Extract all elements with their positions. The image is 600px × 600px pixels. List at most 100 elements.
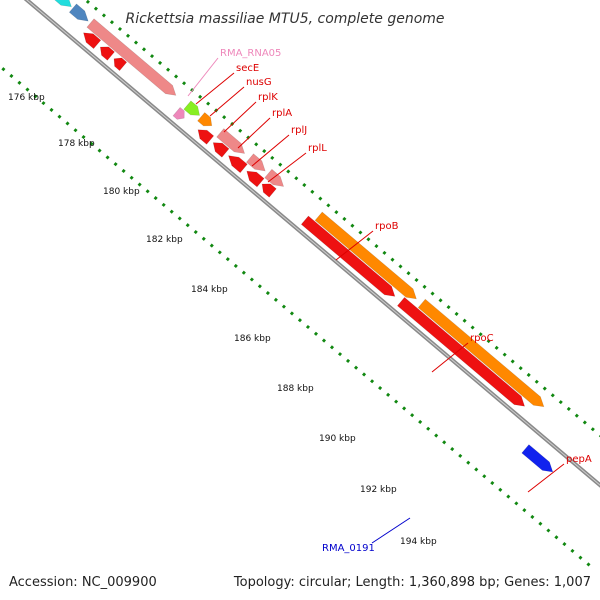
gene-label[interactable]: rplJ [291,125,307,136]
outer-tick-mark [446,305,451,310]
inner-tick-mark [538,521,543,526]
backbone-highlight [26,0,600,486]
inner-tick-mark [562,542,567,547]
gene-label[interactable]: secE [236,63,259,74]
outer-tick-mark [101,13,106,18]
outer-tick-mark [534,379,539,384]
inner-tick-mark [450,447,455,452]
outer-tick-mark [125,33,131,38]
outer-tick-mark [334,210,339,215]
outer-tick-mark [278,162,283,167]
outer-tick-mark [182,81,187,86]
outer-tick-mark [318,196,323,201]
outer-tick-mark [238,128,243,133]
gene-feature-arrow[interactable] [300,215,396,297]
gene-label-leader [335,230,374,261]
outer-tick-mark [542,386,547,391]
inner-tick-mark [185,223,190,228]
gene-label[interactable]: rpoC [470,333,494,344]
inner-tick-mark [410,413,415,418]
gene-feature-arrow[interactable] [113,57,128,72]
gene-feature-arrow[interactable] [396,296,526,407]
gene-feature-arrow[interactable] [83,32,102,50]
outer-tick-mark [294,176,299,181]
gene-label-leader [223,101,257,133]
inner-tick-mark [161,202,166,207]
gene-label-leader [527,463,565,493]
inner-tick-mark [217,250,222,255]
inner-tick-mark [386,392,391,397]
outer-tick-mark [414,277,419,283]
inner-tick-mark [321,338,327,343]
inner-tick-mark [522,508,527,513]
inner-tick-mark [121,168,126,174]
inner-tick-mark [514,501,519,506]
outer-tick-mark [206,101,211,106]
inner-tick-mark [41,101,46,106]
gene-feature-arrow[interactable] [68,3,89,22]
gene-feature-arrow[interactable] [99,46,115,61]
inner-tick-mark [466,460,471,465]
inner-tick-mark [153,196,158,201]
inner-tick-mark [201,236,206,241]
gene-feature-arrow[interactable] [246,170,265,188]
outer-tick-mark [462,318,467,323]
outer-tick-mark [486,339,491,344]
outer-tick-mark [590,427,595,432]
gene-feature-arrow[interactable] [417,298,545,408]
gene-label[interactable]: rplL [308,143,327,154]
gene-feature-arrow[interactable] [261,183,277,198]
map-title: Rickettsia massiliae MTU5, complete geno… [125,11,444,27]
kbp-label: 188 kbp [277,384,314,394]
outer-tick-mark [558,400,563,405]
gene-feature-arrow[interactable] [183,100,200,116]
outer-tick-mark [222,115,227,120]
inner-tick-mark [73,128,78,133]
outer-tick-mark [158,60,163,65]
outer-tick-mark [133,40,139,45]
gene-label[interactable]: rplK [258,92,278,103]
gene-feature-arrow[interactable] [314,211,417,300]
gene-label-leader [187,57,219,97]
outer-tick-mark [85,0,90,4]
inner-tick-mark [65,121,70,126]
outer-tick-mark [350,223,355,228]
outer-tick-mark [518,366,523,371]
gene-label[interactable]: rpoB [375,221,399,232]
outer-tick-mark [494,345,499,350]
gene-label[interactable]: RMA_0191 [322,543,375,554]
gene-feature-arrow[interactable] [212,142,230,158]
outer-tick-mark [366,237,371,242]
outer-tick-mark [174,74,179,79]
gene-label[interactable]: nusG [246,77,272,88]
outer-tick-mark [422,284,427,289]
outer-tick-mark [526,372,531,378]
inner-tick-mark [354,365,359,370]
gene-feature-arrow[interactable] [86,18,177,96]
kbp-label: 180 kbp [103,187,140,197]
gene-feature-arrow[interactable] [521,444,554,473]
inner-tick-mark [370,379,375,384]
accession-text: Accession: NC_009900 [9,575,157,590]
outer-tick-mark [374,244,379,249]
gene-feature-arrow[interactable] [172,106,185,120]
inner-tick-mark [426,426,431,431]
kbp-label-group: 176 kbp 178 kbp 180 kbp 182 kbp 184 kbp 186 k… [8,93,437,547]
inner-tick-mark [474,467,479,472]
gene-label[interactable]: RMA_RNA05 [220,48,281,59]
gene-feature-arrow[interactable] [216,128,246,154]
gene-feature-arrow[interactable] [197,129,215,145]
inner-tick-mark [586,562,591,567]
kbp-label: 182 kbp [146,235,183,245]
gene-feature-arrow[interactable] [48,0,72,8]
gene-feature-arrow[interactable] [228,155,248,174]
inner-tick-mark [241,270,246,275]
gene-feature-arrow[interactable] [197,112,213,127]
inner-tick-mark [97,148,102,153]
gene-label[interactable]: pepA [566,454,592,465]
gene-label[interactable]: rplA [272,108,292,119]
outer-tick-mark [342,216,347,221]
gene-label-leader [209,86,245,117]
outer-tick-mark [166,67,171,72]
